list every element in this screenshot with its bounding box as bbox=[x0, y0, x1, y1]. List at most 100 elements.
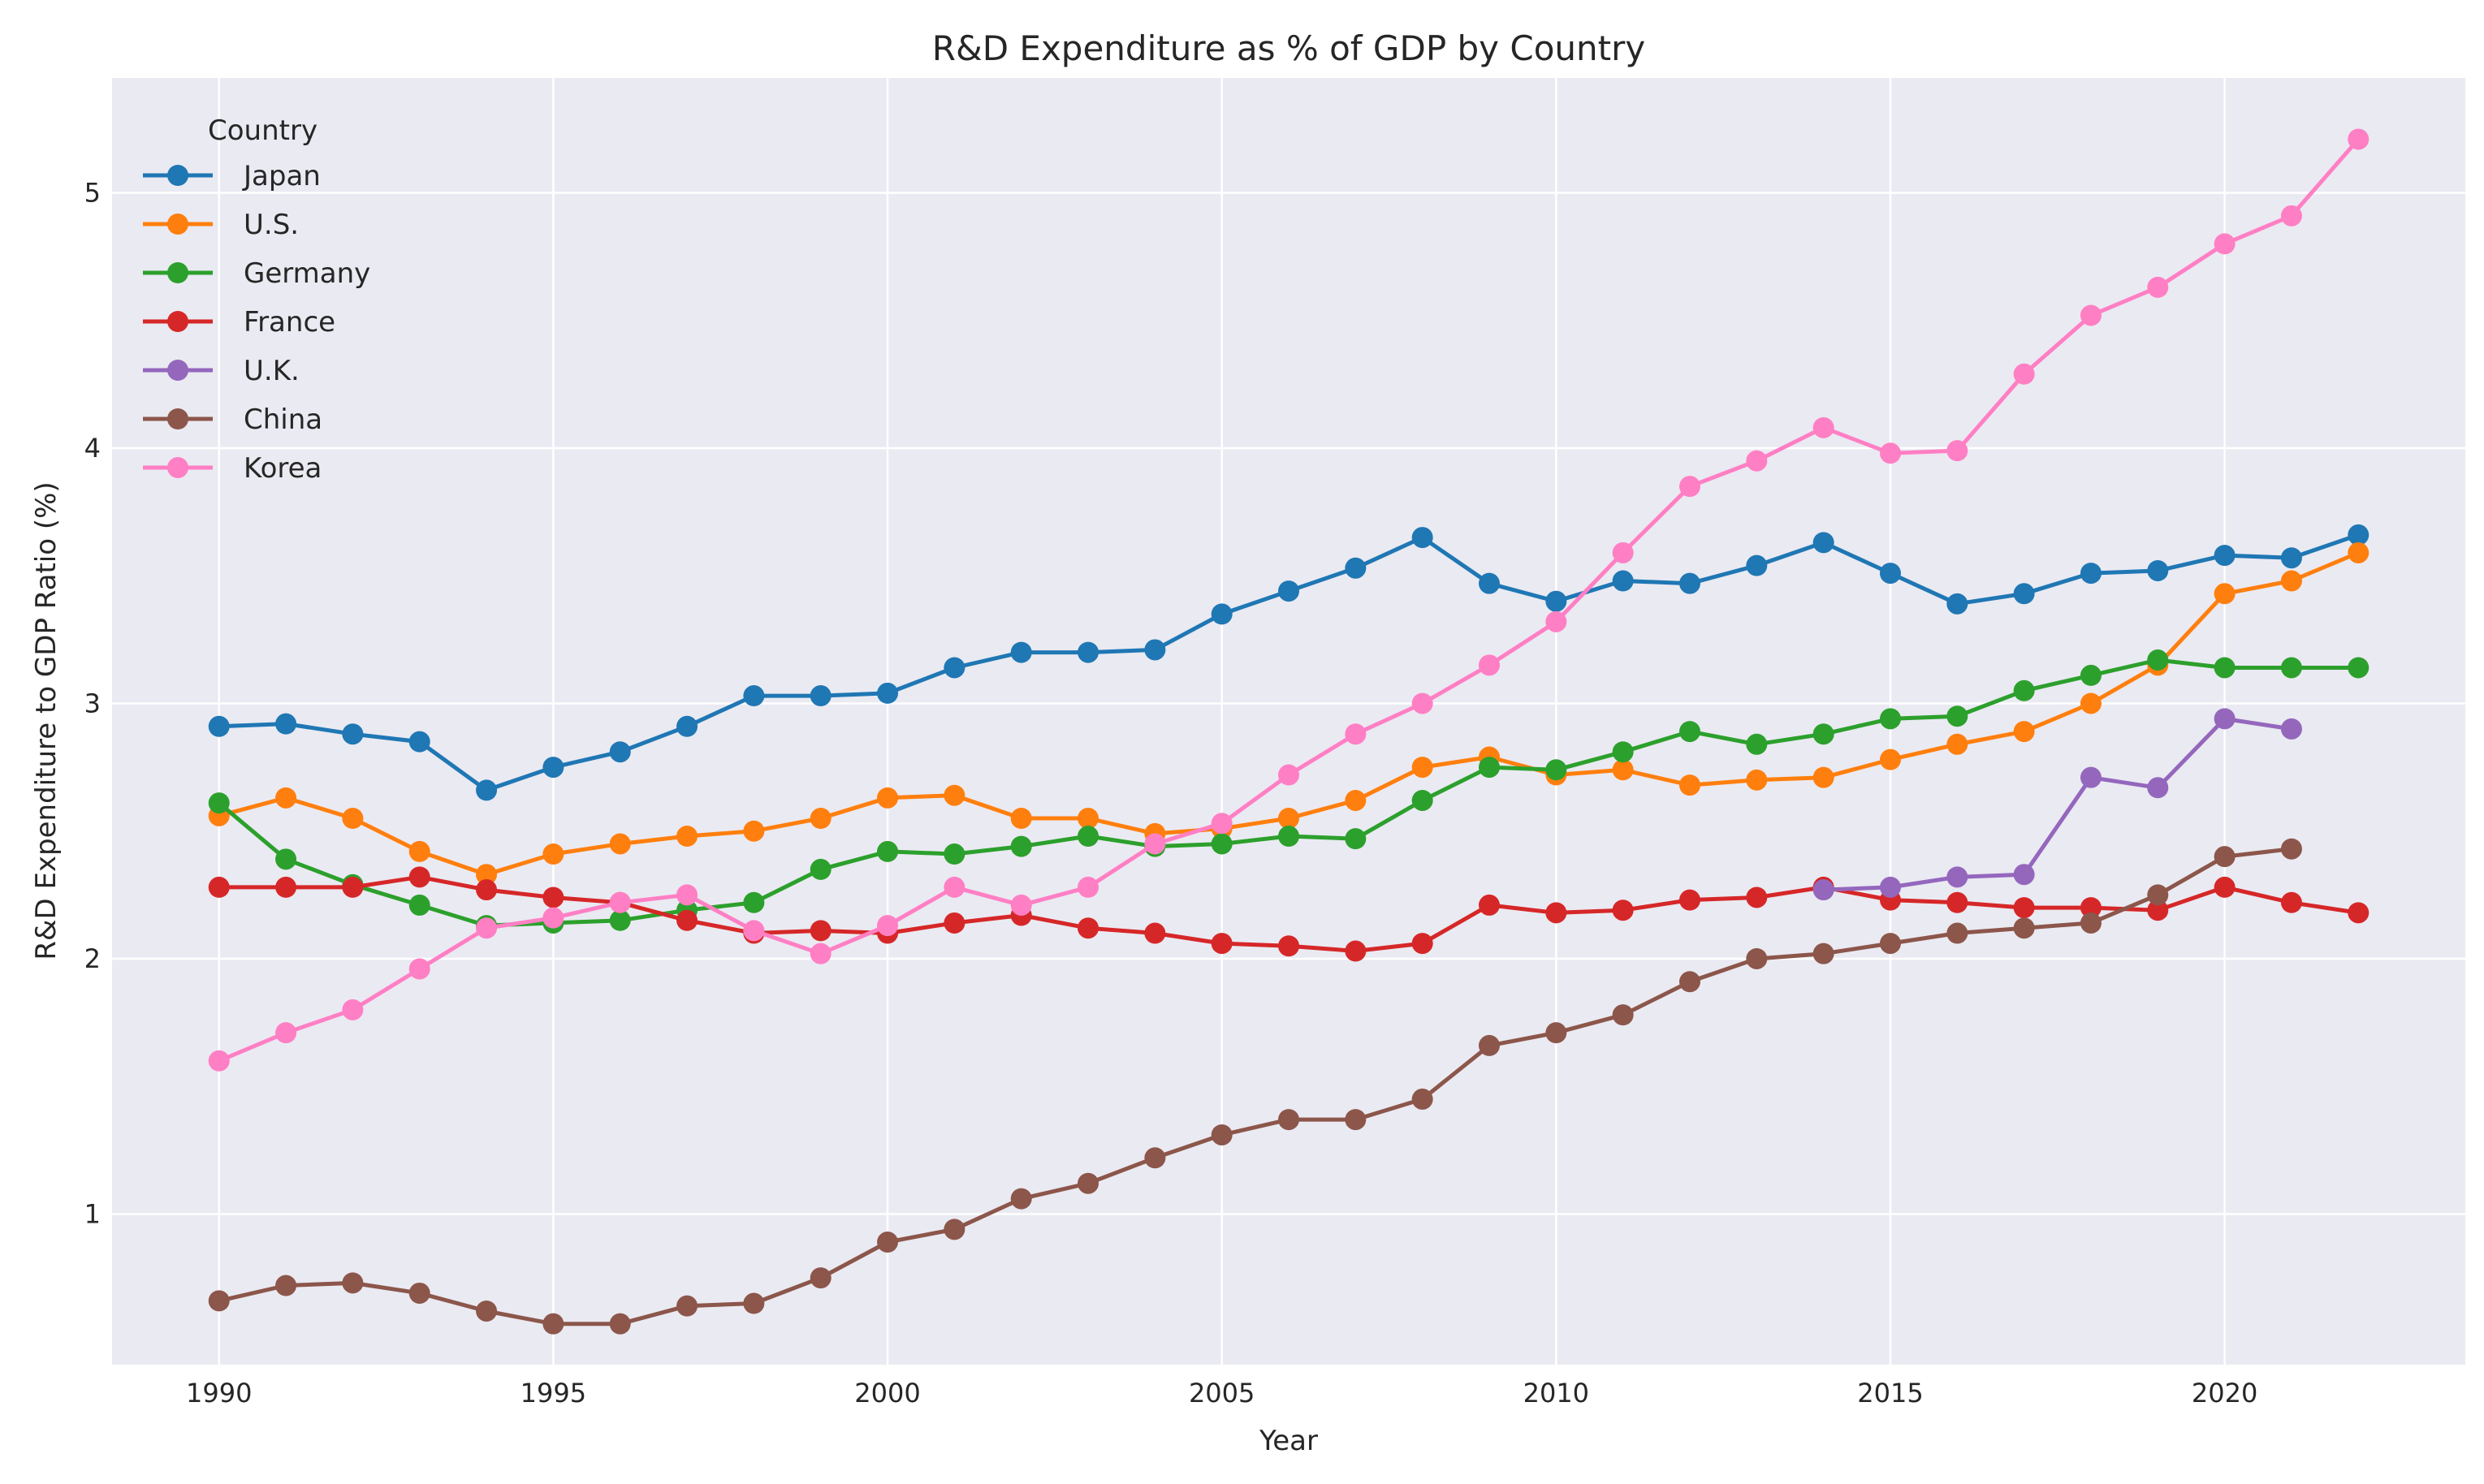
legend-title: Country bbox=[208, 114, 318, 147]
legend-item-korea: Korea bbox=[143, 452, 322, 485]
y-axis-label: R&D Expenditure to GDP Ratio (%) bbox=[30, 481, 63, 960]
data-point-japan bbox=[2348, 524, 2370, 546]
y-tick-label: 3 bbox=[84, 688, 101, 718]
data-point-japan bbox=[2214, 545, 2236, 567]
data-point-germany bbox=[1812, 723, 1834, 745]
data-point-korea bbox=[743, 920, 765, 942]
axis-ticks: 1990 1995 2000 2005 2010 2015 2020 1 2 3 4 5 bbox=[84, 178, 2258, 1409]
data-point-korea bbox=[1879, 442, 1901, 464]
data-point-u-s bbox=[676, 826, 698, 848]
data-point-korea bbox=[1278, 764, 1299, 786]
legend-item-japan: Japan bbox=[143, 160, 321, 192]
data-point-korea bbox=[1545, 610, 1567, 632]
y-tick-label: 5 bbox=[84, 178, 101, 209]
data-point-u-s bbox=[1345, 789, 1367, 811]
legend-label: Germany bbox=[244, 257, 370, 290]
data-point-france bbox=[2348, 902, 2370, 924]
data-point-korea bbox=[2214, 233, 2236, 255]
data-point-u-s bbox=[1010, 808, 1032, 830]
series-china bbox=[208, 838, 2302, 1335]
data-point-korea bbox=[810, 943, 832, 964]
legend: Country Japan U.S. Germany France U.K. China K… bbox=[143, 114, 370, 485]
legend-marker bbox=[167, 165, 188, 186]
data-point-u-s bbox=[1812, 766, 1834, 788]
data-point-korea bbox=[1612, 541, 1634, 563]
data-point-germany bbox=[2080, 664, 2102, 686]
x-tick-label: 1990 bbox=[186, 1378, 252, 1409]
legend-item-germany: Germany bbox=[143, 257, 370, 290]
data-point-france bbox=[408, 866, 430, 888]
data-point-u-s bbox=[275, 787, 297, 809]
data-point-u-s bbox=[1746, 769, 1768, 791]
data-point-u-k bbox=[2214, 708, 2236, 730]
data-point-japan bbox=[1211, 603, 1233, 625]
x-tick-label: 1995 bbox=[521, 1378, 586, 1409]
data-point-u-s bbox=[2214, 583, 2236, 605]
data-point-germany bbox=[1010, 835, 1032, 857]
data-point-china bbox=[2214, 846, 2236, 868]
data-point-japan bbox=[1812, 532, 1834, 554]
data-point-china bbox=[1746, 947, 1768, 969]
data-point-japan bbox=[676, 715, 698, 737]
data-point-china bbox=[810, 1267, 832, 1289]
legend-item-china: China bbox=[143, 403, 322, 436]
data-point-korea bbox=[1411, 692, 1433, 714]
data-point-u-k bbox=[1879, 876, 1901, 898]
x-tick-label: 2020 bbox=[2192, 1378, 2257, 1409]
series-line-china bbox=[217, 847, 2294, 1327]
data-point-france bbox=[1612, 899, 1634, 921]
data-point-germany bbox=[208, 792, 230, 814]
data-point-france bbox=[810, 920, 832, 942]
data-point-france bbox=[2013, 897, 2035, 919]
data-point-u-s bbox=[944, 784, 966, 806]
data-point-china bbox=[944, 1219, 966, 1240]
data-point-france bbox=[2080, 897, 2102, 919]
data-point-japan bbox=[1478, 572, 1500, 594]
data-point-u-s bbox=[1946, 733, 1968, 755]
data-point-france bbox=[944, 912, 966, 934]
data-point-u-s bbox=[877, 787, 899, 809]
data-point-japan bbox=[1411, 527, 1433, 549]
data-point-china bbox=[1879, 933, 1901, 955]
data-point-u-k bbox=[2280, 718, 2302, 740]
data-point-korea bbox=[1946, 440, 1968, 462]
data-point-korea bbox=[1746, 450, 1768, 472]
data-point-japan bbox=[275, 713, 297, 735]
data-point-france bbox=[676, 909, 698, 931]
data-point-korea bbox=[1144, 833, 1166, 855]
data-point-japan bbox=[609, 741, 631, 763]
data-point-germany bbox=[1078, 826, 1099, 848]
data-point-korea bbox=[2280, 205, 2302, 226]
data-point-china bbox=[2080, 912, 2102, 934]
data-point-china bbox=[743, 1292, 765, 1314]
legend-entries: Japan U.S. Germany France U.K. China Korea bbox=[143, 160, 370, 485]
data-point-china bbox=[2013, 917, 2035, 939]
data-point-u-s bbox=[408, 840, 430, 862]
data-point-france bbox=[342, 876, 364, 898]
data-point-germany bbox=[275, 848, 297, 870]
data-point-germany bbox=[810, 858, 832, 880]
data-point-china bbox=[1545, 1022, 1567, 1044]
data-point-korea bbox=[1678, 476, 1700, 498]
data-point-germany bbox=[408, 894, 430, 916]
data-point-korea bbox=[275, 1022, 297, 1044]
data-point-u-s bbox=[1612, 759, 1634, 781]
data-point-korea bbox=[208, 1050, 230, 1072]
data-point-japan bbox=[1345, 557, 1367, 579]
data-point-france bbox=[2147, 899, 2169, 921]
data-point-u-k bbox=[2013, 864, 2035, 886]
data-point-germany bbox=[1545, 759, 1567, 781]
data-point-china bbox=[1144, 1147, 1166, 1169]
chart-title: R&D Expenditure as % of GDP by Country bbox=[932, 28, 1645, 68]
data-point-germany bbox=[2013, 679, 2035, 701]
data-point-u-s bbox=[342, 808, 364, 830]
data-point-germany bbox=[877, 840, 899, 862]
data-point-korea bbox=[408, 958, 430, 980]
data-point-france bbox=[1478, 894, 1500, 916]
data-point-japan bbox=[877, 682, 899, 704]
grid bbox=[112, 78, 2465, 1365]
data-point-japan bbox=[1278, 580, 1299, 602]
legend-label: France bbox=[244, 306, 335, 339]
